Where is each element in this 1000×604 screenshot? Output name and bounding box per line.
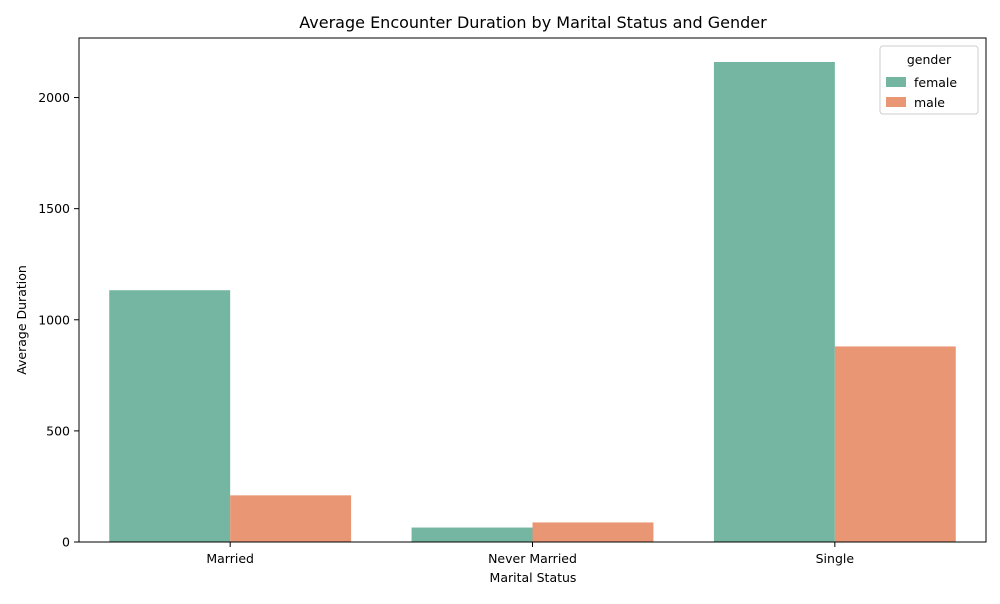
x-tick-label: Married [206,551,254,566]
bar-male-married [230,495,352,542]
bar-female-married [109,290,231,542]
y-axis: 0 500 1000 1500 2000 [38,90,79,550]
plot-frame [78,37,987,543]
legend-label-male: male [914,95,945,110]
bar-female-single [713,62,835,542]
legend-swatch-male [886,97,906,107]
y-tick-label: 1000 [38,312,70,327]
y-tick-label: 1500 [38,201,70,216]
x-tick-label: Never Married [488,551,577,566]
x-tick-label: Single [816,551,855,566]
y-axis-label: Average Duration [14,265,29,375]
x-axis: Married Never Married Single [206,542,854,566]
bar-male-never-married [532,522,654,542]
y-tick-label: 0 [62,535,70,550]
y-tick-label: 500 [46,423,70,438]
bar-male-single [834,346,956,542]
legend-title: gender [907,52,952,67]
bars-group [109,62,956,542]
chart-title: Average Encounter Duration by Marital St… [299,13,767,32]
bar-female-never-married [411,527,533,542]
legend-label-female: female [914,75,957,90]
legend: gender female male [879,45,979,115]
x-axis-label: Marital Status [490,570,577,585]
legend-swatch-female [886,77,906,87]
y-tick-label: 2000 [38,90,70,105]
